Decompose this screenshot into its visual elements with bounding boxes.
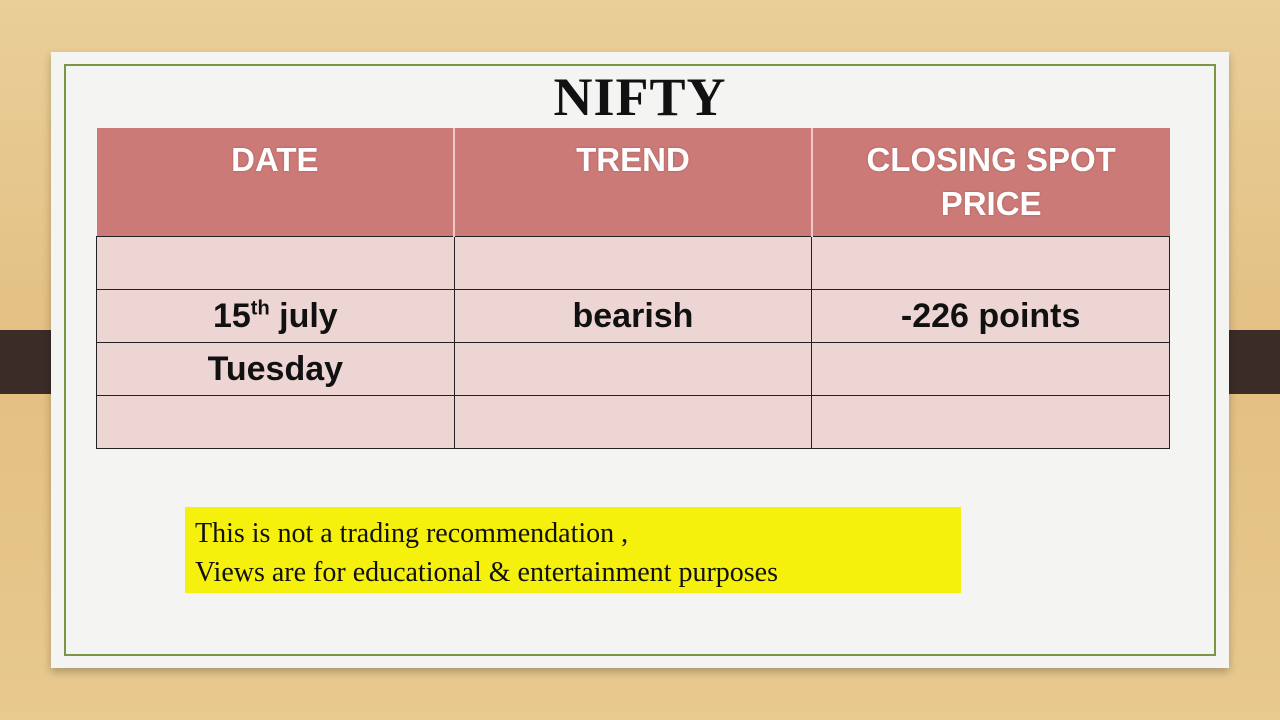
table-row: 15th july bearish -226 points: [96, 289, 1170, 343]
header-date: DATE: [96, 128, 455, 237]
disclaimer-line-2: Views are for educational & entertainmen…: [195, 557, 778, 588]
date-cell: 15th july: [96, 289, 455, 343]
slide-frame: [64, 64, 1216, 656]
header-trend: TREND: [453, 128, 812, 237]
table-cell: [811, 395, 1170, 449]
closing-price-cell: -226 points: [811, 289, 1170, 343]
header-closing-spot-price: CLOSING SPOT PRICE: [810, 128, 1170, 237]
table-cell: [453, 342, 813, 396]
table-cell: [453, 395, 813, 449]
date-month: july: [279, 296, 338, 335]
table-row: [96, 236, 1170, 290]
table-cell: [96, 395, 455, 449]
slide: NIFTY DATE TREND CLOSING SPOT PRICE 15th…: [51, 52, 1229, 668]
table-header-row: DATE TREND CLOSING SPOT PRICE: [96, 128, 1170, 237]
disclaimer-box: This is not a trading recommendation , V…: [185, 507, 961, 593]
date-suffix: th: [250, 297, 270, 320]
table-cell: [453, 236, 813, 290]
weekday-cell: Tuesday: [96, 342, 455, 396]
nifty-table: DATE TREND CLOSING SPOT PRICE 15th july …: [96, 128, 1170, 449]
table-row: Tuesday: [96, 342, 1170, 396]
table-row: [96, 395, 1170, 449]
date-day: 15: [212, 296, 251, 335]
table-cell: [811, 236, 1170, 290]
slide-title: NIFTY: [553, 67, 727, 127]
table-cell: [96, 236, 455, 290]
table-cell: [811, 342, 1170, 396]
disclaimer-line-1: This is not a trading recommendation ,: [195, 518, 629, 549]
trend-cell: bearish: [453, 289, 813, 343]
